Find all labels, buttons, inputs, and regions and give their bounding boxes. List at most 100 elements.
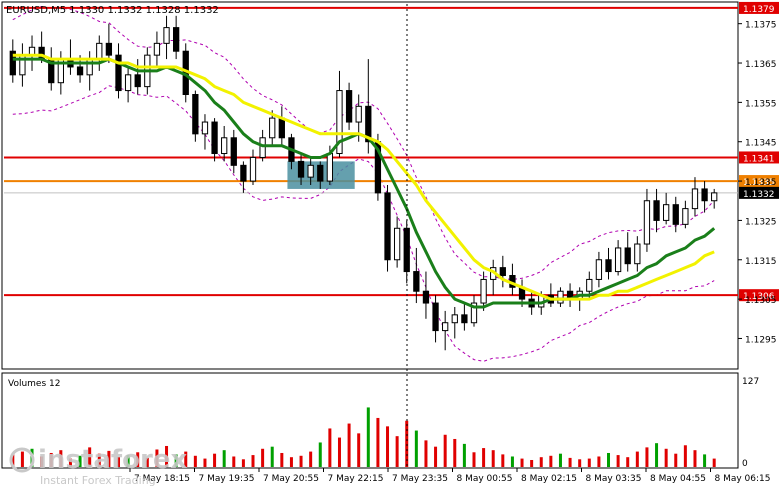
volume-bar	[510, 456, 514, 467]
volume-bar	[712, 458, 716, 467]
y-tick-label: 1.1295	[745, 335, 777, 345]
level-price-label: 1.1335	[743, 178, 775, 188]
candle-body	[163, 27, 170, 44]
volume-bar	[251, 455, 255, 467]
candles-layer	[9, 15, 718, 351]
candle-body	[691, 188, 699, 210]
volume-bar	[328, 428, 332, 467]
volume-bar	[88, 447, 92, 467]
candle-body	[442, 322, 449, 332]
candle-body	[124, 74, 132, 92]
volume-bar	[376, 417, 380, 467]
candle-body	[624, 247, 631, 265]
volume-bar	[539, 457, 543, 467]
volume-bar	[626, 457, 630, 467]
volume-bar	[126, 455, 130, 467]
volume-bar	[453, 438, 457, 467]
level-price-tag	[739, 175, 779, 188]
volume-bar	[597, 456, 601, 467]
volume-bar	[434, 446, 438, 467]
candle-body	[307, 164, 314, 178]
watermark-brand: instaforex	[38, 445, 188, 475]
volume-top-tick: 127	[742, 377, 759, 387]
volume-bar	[232, 456, 236, 467]
candle-body	[480, 278, 487, 304]
candle-body	[115, 54, 122, 92]
candle-body	[653, 200, 660, 221]
level-price-tag	[739, 289, 779, 302]
level-price-label: 1.1341	[743, 154, 775, 164]
y-tick-label: 1.1355	[745, 99, 777, 109]
candle-body	[86, 58, 93, 76]
volume-bar	[241, 459, 245, 467]
candle-body	[634, 243, 641, 265]
watermark-tagline: Instant Forex Trading	[40, 474, 156, 487]
volume-bar	[703, 454, 707, 467]
candle-body	[663, 204, 670, 221]
instaforex-logo: instaforex Instant Forex Trading	[9, 445, 188, 487]
candle-body	[614, 247, 622, 273]
y-tick-label: 1.1335	[745, 178, 777, 188]
current-price-label: 1.1332	[743, 190, 775, 200]
candle-body	[172, 27, 180, 52]
candle-body	[9, 50, 16, 76]
volume-bar	[482, 448, 486, 467]
volume-bar	[462, 443, 466, 467]
volume-bar	[155, 449, 159, 467]
candle-body	[201, 121, 209, 135]
volume-bar	[424, 440, 428, 467]
volume-bar	[165, 445, 169, 467]
volume-bar	[116, 457, 120, 467]
volume-bar	[59, 450, 63, 467]
volume-bar	[136, 452, 140, 467]
volume-bar	[289, 457, 293, 467]
x-tick-label: 8 May 04:55	[650, 474, 706, 484]
candle-body	[278, 117, 285, 139]
level-lines-layer: 1.1379 1.1341 1.1335 1.1306 1.1332	[4, 1, 779, 302]
volume-bar	[443, 434, 447, 467]
candle-body	[451, 314, 458, 324]
volume-bar	[616, 455, 620, 467]
candle-body	[384, 192, 391, 261]
y-tick-label: 1.1365	[745, 60, 777, 70]
candle-body	[365, 105, 372, 143]
volume-bar	[366, 407, 370, 467]
volume-bottom-tick: 0	[742, 459, 748, 469]
candle-body	[269, 117, 276, 139]
candle-body	[432, 302, 439, 332]
volume-bar	[674, 453, 678, 467]
volume-bar	[395, 436, 399, 467]
volume-bar	[472, 452, 476, 467]
y-tick-label: 1.1345	[745, 139, 777, 149]
candle-body	[230, 137, 237, 166]
volume-bar	[635, 451, 639, 467]
volume-bar	[78, 455, 82, 467]
y-tick-label: 1.1325	[745, 217, 777, 227]
bollinger-layer	[12, 5, 715, 362]
volume-bar	[405, 420, 409, 467]
candle-body	[336, 90, 343, 155]
logo-icon	[9, 447, 35, 473]
level-price-tag	[739, 1, 779, 14]
candle-body	[259, 137, 266, 158]
candle-body	[211, 121, 218, 155]
bollinger-lower	[12, 85, 715, 362]
volume-bar	[655, 443, 659, 467]
volume-bar	[203, 458, 207, 467]
volume-bar	[414, 430, 418, 467]
volume-bars-layer	[11, 407, 716, 467]
candle-body	[557, 290, 564, 304]
candle-body	[499, 267, 506, 276]
volume-bar	[299, 455, 303, 467]
level-price-tag	[739, 151, 779, 164]
volume-bar	[568, 457, 572, 467]
candle-body	[595, 259, 603, 280]
x-tick-label: 8 May 06:15	[715, 474, 771, 484]
volume-bar	[607, 452, 611, 467]
volume-bar	[97, 453, 101, 467]
volume-bar	[193, 455, 197, 467]
volume-bar	[174, 454, 178, 467]
y-tick-label: 1.1375	[745, 21, 777, 31]
volume-bar	[309, 451, 313, 467]
